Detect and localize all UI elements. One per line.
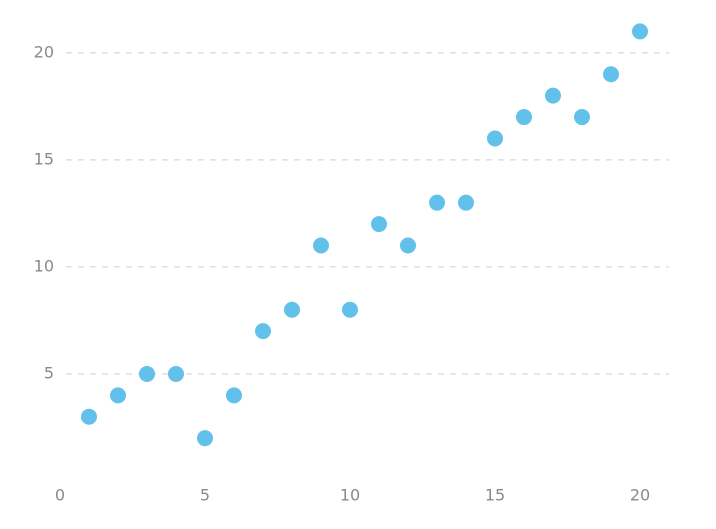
point	[574, 109, 590, 126]
point	[197, 430, 213, 447]
point	[458, 194, 474, 211]
x-tick-label: 15	[485, 486, 505, 505]
point	[632, 23, 648, 40]
point	[342, 301, 358, 318]
point	[255, 323, 271, 340]
point	[81, 408, 97, 425]
point	[516, 109, 532, 126]
point	[313, 237, 329, 254]
y-tick-label: 20	[34, 42, 54, 61]
point	[168, 365, 184, 382]
point	[284, 301, 300, 318]
x-tick-label: 0	[55, 486, 65, 505]
point	[371, 216, 387, 233]
x-tick-label: 20	[630, 486, 650, 505]
y-tick-label: 5	[44, 363, 54, 382]
y-tick-label: 10	[34, 256, 54, 275]
point	[487, 130, 503, 147]
y-tick-label: 15	[34, 149, 54, 168]
point	[110, 387, 126, 404]
point	[226, 387, 242, 404]
point	[603, 66, 619, 83]
point	[545, 87, 561, 104]
x-tick-label: 5	[200, 486, 210, 505]
point	[139, 365, 155, 382]
x-tick-label: 10	[340, 486, 360, 505]
point	[400, 237, 416, 254]
point	[429, 194, 445, 211]
